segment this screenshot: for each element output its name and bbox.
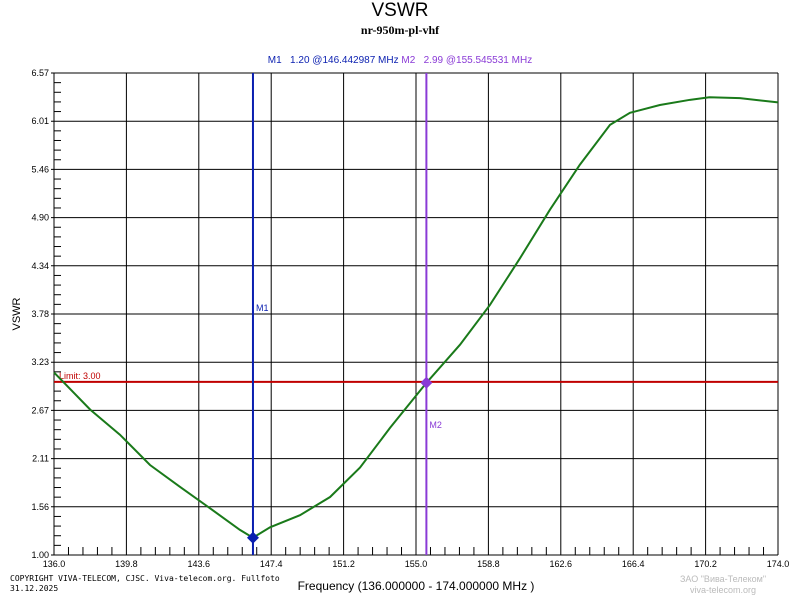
x-tick-label: 151.2 (332, 559, 355, 569)
y-tick-label: 3.23 (31, 357, 49, 367)
limit-label: Limit: 3.00 (59, 371, 101, 381)
y-tick-label: 3.78 (31, 309, 49, 319)
watermark-line2: viva-telecom.org (690, 585, 757, 595)
x-tick-label: 174.0 (767, 559, 790, 569)
x-tick-label: 143.6 (188, 559, 211, 569)
y-tick-label: 4.34 (31, 261, 49, 271)
x-tick-label: 166.4 (622, 559, 645, 569)
marker-point-m2 (420, 376, 433, 389)
y-tick-label: 4.90 (31, 213, 49, 223)
copyright-text: COPYRIGHT VIVA-TELECOM, CJSC. Viva-telec… (10, 574, 280, 583)
y-tick-label: 2.67 (31, 405, 49, 415)
marker-point-m1 (246, 531, 259, 544)
m1-readout: 1.20 @146.442987 MHz (290, 55, 399, 66)
chart-subtitle: nr-950m-pl-vhf (360, 23, 440, 37)
copyright-date: 31.12.2025 (10, 584, 59, 593)
x-tick-label: 162.6 (550, 559, 573, 569)
y-tick-label: 6.01 (31, 116, 49, 126)
m2-readout: 2.99 @155.545531 MHz (423, 55, 533, 66)
x-tick-label: 147.4 (260, 559, 283, 569)
chart-title: VSWR (371, 0, 429, 21)
y-tick-label: 1.00 (31, 550, 49, 560)
watermark-line1: ЗАО "Вива-Телеком" (680, 574, 767, 584)
x-tick-label: 155.0 (405, 559, 428, 569)
y-tick-label: 2.11 (32, 454, 49, 464)
x-tick-label: 139.8 (115, 559, 138, 569)
x-axis-label: Frequency (136.000000 - 174.000000 MHz ) (298, 579, 535, 593)
m1-readout-name: M1 (267, 55, 282, 66)
y-axis-label: VSWR (11, 297, 23, 330)
marker-readout: M1 1.20 @146.442987 MHz M2 2.99 @155.545… (0, 55, 800, 66)
copyright: COPYRIGHT VIVA-TELECOM, CJSC. Viva-telec… (10, 574, 280, 594)
watermark-logo: ЗАО "Вива-Телеком" viva-telecom.org (680, 574, 766, 596)
x-tick-label: 158.8 (477, 559, 500, 569)
m2-readout-name: M2 (401, 55, 416, 66)
y-tick-label: 6.57 (31, 68, 49, 78)
vswr-series-line (53, 96, 779, 539)
marker-label-m1: M1 (256, 303, 269, 313)
y-tick-label: 1.56 (31, 502, 49, 512)
x-tick-label: 170.2 (694, 559, 717, 569)
x-tick-label: 136.0 (43, 559, 66, 569)
y-tick-label: 5.46 (31, 164, 49, 174)
marker-label-m2: M2 (429, 420, 442, 430)
